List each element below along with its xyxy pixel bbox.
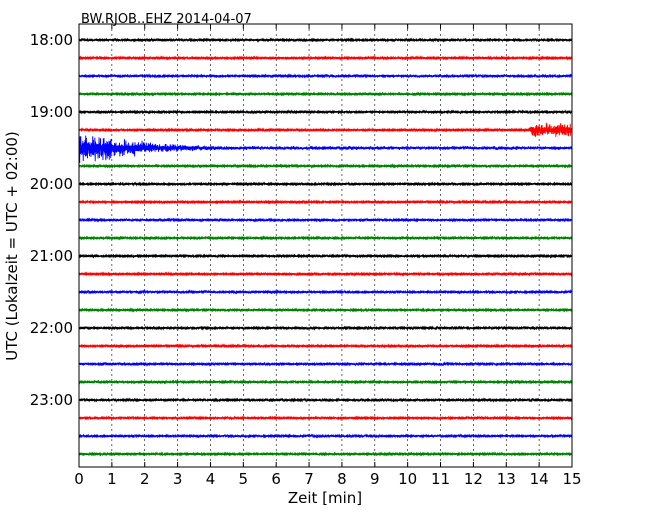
x-tick-label: 7 <box>304 470 314 488</box>
x-tick-label: 10 <box>398 470 417 488</box>
trace-2200 <box>78 325 573 331</box>
y-tick-label: 18:00 <box>30 31 73 49</box>
x-tick-label: 3 <box>173 470 183 488</box>
trace-2145 <box>78 307 573 313</box>
trace-1830 <box>78 73 573 79</box>
y-tick-label: 19:00 <box>30 103 73 121</box>
trace-2130 <box>78 289 573 295</box>
x-tick-label: 5 <box>239 470 249 488</box>
trace-2230 <box>78 361 573 367</box>
x-tick-label: 15 <box>562 470 581 488</box>
y-tick-label: 21:00 <box>30 247 73 265</box>
trace-2345 <box>78 451 573 457</box>
trace-2300 <box>78 397 573 403</box>
chart-title: BW.RJOB..EHZ 2014-04-07 <box>81 12 252 27</box>
trace-1815 <box>78 55 573 61</box>
trace-2330 <box>78 433 573 439</box>
trace-2100 <box>78 253 573 259</box>
x-axis-label: Zeit [min] <box>288 489 362 507</box>
trace-1915 <box>78 122 573 137</box>
x-tick-label: 4 <box>206 470 216 488</box>
x-tick-label: 14 <box>530 470 549 488</box>
trace-1900 <box>78 109 573 115</box>
trace-2115 <box>78 271 573 277</box>
y-tick-label: 22:00 <box>30 319 73 337</box>
trace-1930 <box>78 135 573 164</box>
traces <box>78 37 573 457</box>
x-tick-label: 0 <box>74 470 84 488</box>
trace-2015 <box>78 199 573 205</box>
y-axis-label: UTC (Lokalzeit = UTC + 02:00) <box>3 131 21 361</box>
trace-1800 <box>78 37 573 43</box>
trace-2215 <box>78 343 573 349</box>
ticks: 0 1 2 3 4 5 6 7 8 9 10 11 12 13 14 1518:0019:0020:0021:… <box>30 24 582 488</box>
x-tick-label: 13 <box>497 470 516 488</box>
trace-2000 <box>78 181 573 187</box>
trace-2045 <box>78 235 573 241</box>
trace-1945 <box>78 163 573 169</box>
trace-1845 <box>78 91 573 97</box>
x-tick-label: 2 <box>140 470 150 488</box>
x-tick-label: 6 <box>271 470 281 488</box>
y-tick-label: 23:00 <box>30 391 73 409</box>
x-tick-label: 9 <box>370 470 380 488</box>
x-tick-label: 12 <box>464 470 483 488</box>
x-tick-label: 8 <box>337 470 347 488</box>
x-tick-label: 11 <box>431 470 450 488</box>
trace-2315 <box>78 415 573 421</box>
x-tick-label: 1 <box>107 470 117 488</box>
grid <box>79 24 572 467</box>
trace-2030 <box>78 217 573 223</box>
y-tick-label: 20:00 <box>30 175 73 193</box>
plot-frame <box>78 23 573 468</box>
trace-2245 <box>78 379 573 385</box>
